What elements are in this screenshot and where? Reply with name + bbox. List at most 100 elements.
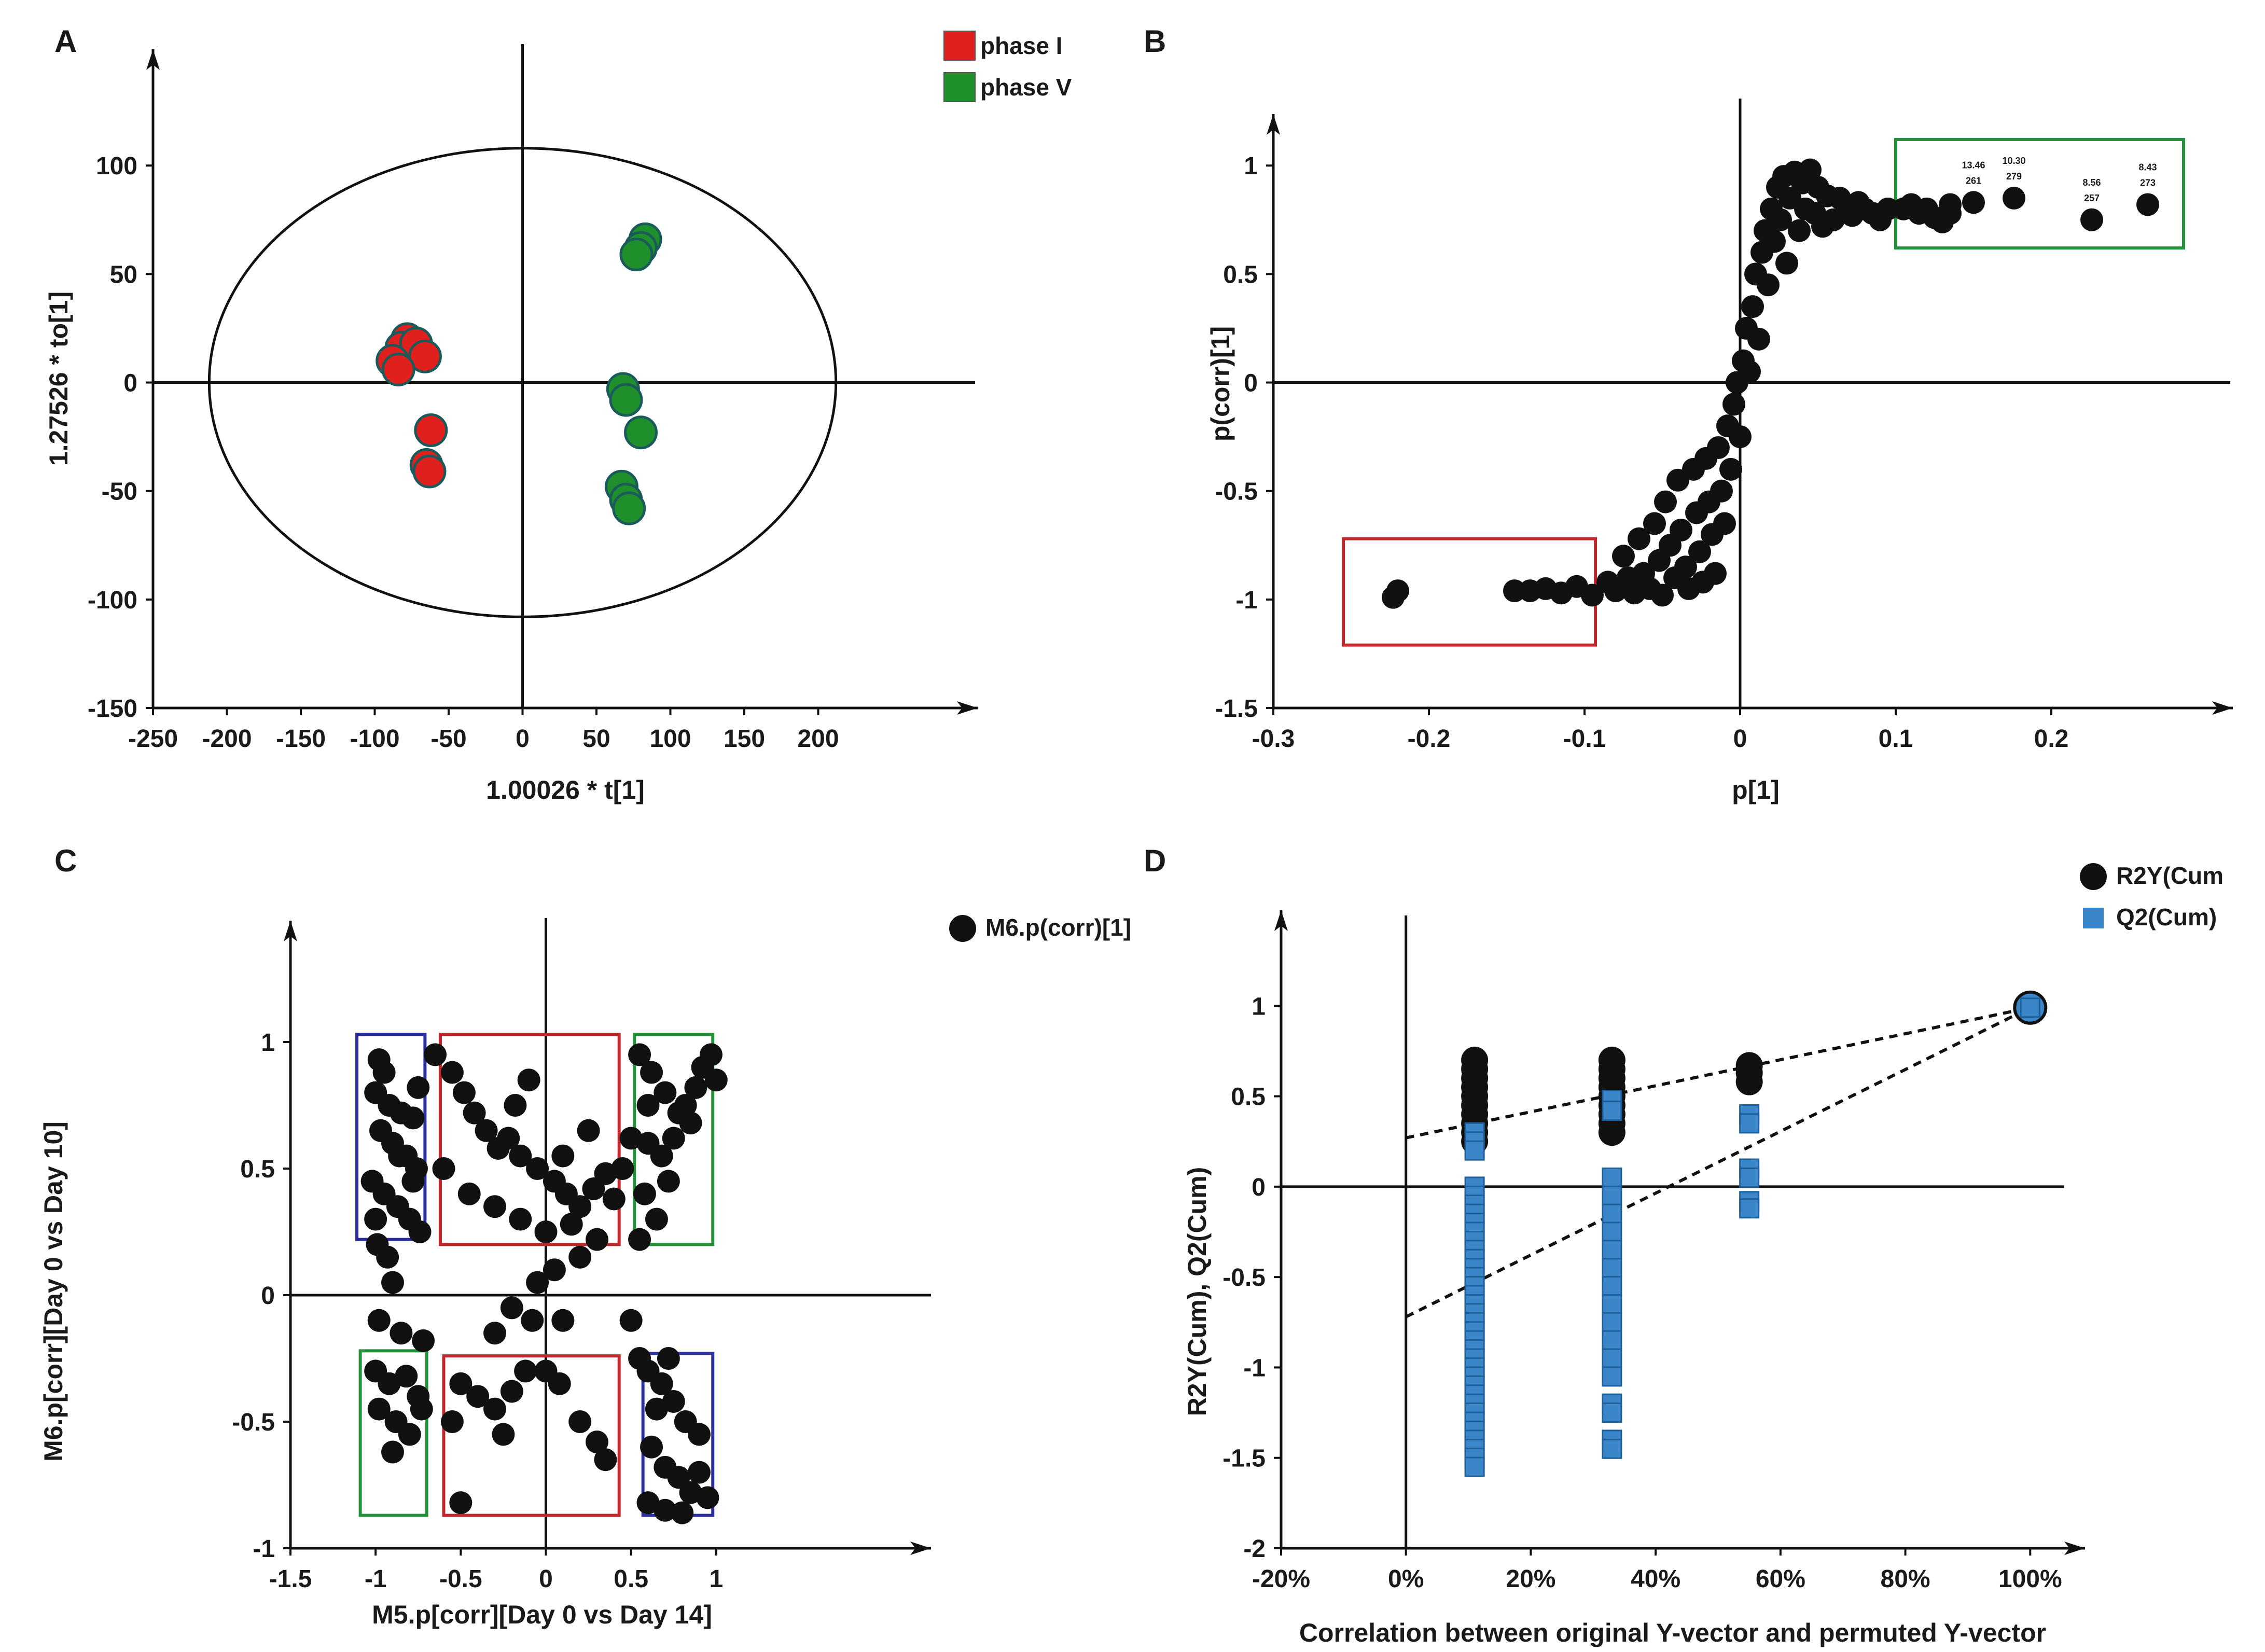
y-tick-label: -1 (1243, 1354, 1266, 1382)
data-point (696, 1486, 719, 1509)
axes (146, 49, 978, 715)
point-annotation: 8.56 257 (2082, 177, 2101, 203)
legend-swatch (943, 31, 976, 61)
data-point (1939, 193, 1962, 216)
data-point (1769, 208, 1792, 231)
data-point (619, 1309, 643, 1332)
data-point (1464, 1456, 1485, 1477)
data-point (401, 1170, 425, 1193)
legend: R2Y(Cum Q2(Cum) (2080, 862, 2224, 931)
data-point (628, 1228, 651, 1251)
data-point (410, 1397, 433, 1421)
data-point (449, 1372, 473, 1395)
y-tick-label: -1 (1235, 587, 1258, 614)
y-axis-arrow (1267, 114, 1280, 135)
x-axis-label: M5.p[corr][Day 0 vs Day 14] (372, 1600, 712, 1629)
legend-label: R2Y(Cum (2116, 862, 2224, 889)
y-tick-label: -2 (1243, 1535, 1266, 1563)
data-point (1722, 393, 1745, 416)
y-axis-arrow (1274, 910, 1288, 931)
y-tick-label: -1.5 (1215, 695, 1258, 723)
x-tick-label: -200 (202, 725, 252, 753)
data-point (440, 1061, 464, 1084)
data-point (414, 413, 448, 448)
y-axis-arrow (284, 921, 297, 941)
data-point (650, 1372, 673, 1395)
data-point (398, 1423, 421, 1446)
data-point (372, 1061, 396, 1084)
legend: M6.p(corr)[1] (949, 914, 1131, 942)
x-tick-label: 0% (1388, 1565, 1424, 1593)
x-tick-label: 50 (582, 725, 610, 753)
panel-letter: D (1144, 843, 1166, 878)
legend-label: M6.p(corr)[1] (985, 914, 1131, 941)
x-tick-label: 0.2 (2034, 725, 2069, 753)
data-point (390, 1322, 413, 1345)
data-point (1775, 252, 1798, 275)
annotation-line-1: 8.43 (2138, 162, 2157, 172)
y-tick-label: 0 (1244, 370, 1258, 397)
y-axis-label: p(corr)[1] (1206, 326, 1235, 441)
series-m6-p-corr-1- (360, 1043, 728, 1524)
x-tick-label: -250 (128, 725, 178, 753)
data-point (1763, 230, 1786, 253)
series-phase-i (376, 322, 448, 489)
data-point (408, 1220, 432, 1243)
highlight-box (442, 1354, 621, 1517)
data-point (475, 1119, 498, 1142)
data-point (440, 1410, 464, 1433)
data-point (407, 1076, 430, 1099)
data-point (1602, 1294, 1622, 1314)
y-axis-label: M6.p[corr][Day 0 vs Day 10] (39, 1121, 68, 1462)
annotation-line-1: 8.56 (2082, 177, 2101, 188)
data-point (1788, 219, 1811, 242)
data-point (517, 1068, 540, 1092)
annotation-line-2: 279 (2006, 171, 2022, 182)
data-point (568, 1410, 592, 1433)
data-point (381, 1440, 404, 1464)
data-point (463, 1101, 486, 1125)
y-axis-arrow (146, 49, 160, 70)
y-tick-label: 0 (261, 1282, 275, 1310)
y-axis-label: R2Y(Cum), Q2(Cum) (1183, 1167, 1212, 1417)
data-point (449, 1491, 473, 1515)
annotations: 13.46 261 10.30 279 8.56 257 8.43 273 (1962, 156, 2157, 203)
data-point (492, 1423, 515, 1446)
data-point (378, 1372, 401, 1395)
y-tick-label: -1 (253, 1535, 275, 1563)
data-point (560, 1213, 583, 1236)
y-tick-label: -100 (88, 587, 137, 614)
y-tick-label: 1 (1252, 993, 1266, 1020)
data-point (1602, 1348, 1622, 1369)
data-point (674, 1094, 697, 1117)
data-point (662, 1390, 685, 1413)
data-point (568, 1245, 592, 1269)
x-tick-label: 1 (709, 1565, 723, 1593)
y-tick-label: 0.5 (240, 1156, 275, 1183)
x-tick-label: -0.2 (1408, 725, 1451, 753)
data-point (1739, 1113, 1760, 1134)
x-tick-label: -20% (1252, 1565, 1310, 1593)
data-point (548, 1372, 571, 1395)
data-point (657, 1347, 680, 1370)
data-point (483, 1397, 506, 1421)
legend-swatch (949, 915, 976, 942)
data-point (645, 1207, 668, 1231)
data-point (2020, 997, 2040, 1018)
data-point (1651, 584, 1674, 607)
x-tick-label: 80% (1881, 1565, 1930, 1593)
data-point (1581, 584, 1604, 607)
data-point (381, 1271, 404, 1294)
x-tick-label: 150 (724, 725, 765, 753)
data-point (612, 491, 646, 525)
data-point (526, 1271, 549, 1294)
data-point (633, 1182, 656, 1205)
data-point (551, 1309, 575, 1332)
data-point (452, 1081, 476, 1104)
data-point (1602, 1330, 1622, 1351)
panel-letter: C (54, 843, 77, 878)
data-point (1598, 1119, 1625, 1146)
x-tick-label: 40% (1631, 1565, 1680, 1593)
data-point (609, 383, 643, 417)
data-point (1602, 1258, 1622, 1279)
